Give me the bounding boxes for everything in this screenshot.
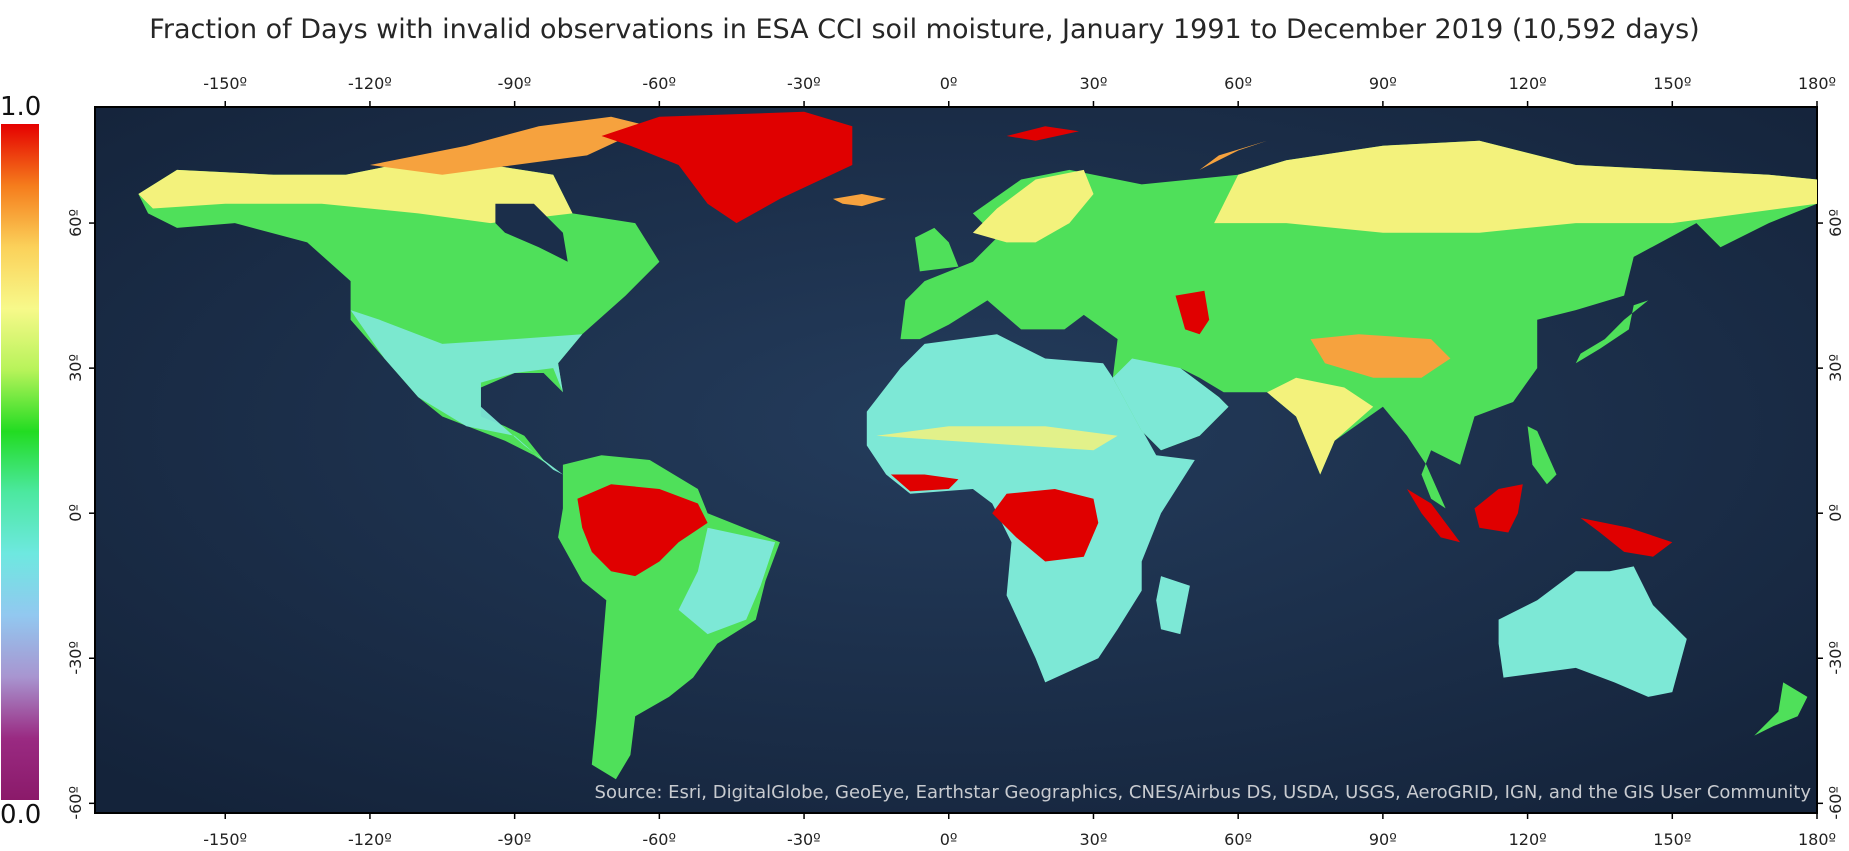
- west-africa-forest: [890, 474, 959, 492]
- tibet: [1310, 334, 1451, 378]
- new-guinea: [1580, 518, 1673, 557]
- caspian: [1175, 290, 1210, 335]
- right-lat-label: -60º: [1826, 786, 1845, 820]
- bottom-lon-label: 90º: [1368, 830, 1397, 849]
- bottom-lon-label: 0º: [939, 830, 958, 849]
- top-lon-label: -120º: [347, 74, 392, 93]
- bottom-lon-label: 180º: [1798, 830, 1837, 849]
- top-lon-label: 90º: [1368, 74, 1397, 93]
- bottom-lon-label: 150º: [1653, 830, 1692, 849]
- left-lat-label: 60º: [66, 209, 85, 237]
- iceland: [833, 194, 887, 207]
- top-lon-label: 60º: [1224, 74, 1253, 93]
- left-lat-label: 0º: [66, 504, 85, 522]
- colorbar: [1, 124, 39, 800]
- top-lon-label: 150º: [1653, 74, 1692, 93]
- central-africa: [992, 489, 1099, 562]
- top-lon-label: -30º: [787, 74, 821, 93]
- map-title: Fraction of Days with invalid observatio…: [149, 14, 1700, 45]
- south-america-east: [678, 527, 776, 635]
- madagascar: [1156, 576, 1190, 635]
- hudson-bay: [495, 203, 568, 262]
- uk: [915, 227, 959, 272]
- right-lat-label: 0º: [1826, 504, 1845, 522]
- left-lat-label: 30º: [66, 354, 85, 383]
- amazon: [577, 484, 708, 577]
- eurasia: [900, 140, 1817, 509]
- scandinavia: [972, 169, 1094, 243]
- colorbar-min-label: 0.0: [0, 800, 42, 830]
- arabia: [1112, 358, 1229, 451]
- axis-ticks: [89, 101, 1823, 819]
- siberia: [1214, 140, 1817, 233]
- bottom-lon-label: -150º: [203, 830, 248, 849]
- new-zealand: [1754, 682, 1808, 736]
- top-lon-label: 180º: [1798, 74, 1837, 93]
- north-america-arctic: [138, 160, 573, 224]
- bottom-lon-label: 30º: [1079, 830, 1108, 849]
- canadian-archipelago: [369, 116, 650, 175]
- sahel: [876, 426, 1118, 451]
- bottom-lon-label: 120º: [1508, 830, 1547, 849]
- top-lon-label: 30º: [1079, 74, 1108, 93]
- sumatra: [1407, 489, 1461, 543]
- top-lon-label: -60º: [642, 74, 677, 93]
- japan: [1575, 300, 1649, 364]
- right-lat-label: 30º: [1826, 354, 1845, 383]
- top-lon-label: -90º: [497, 74, 532, 93]
- bottom-lon-label: 60º: [1224, 830, 1253, 849]
- colorbar-max-label: 1.0: [0, 92, 42, 122]
- top-lon-label: 120º: [1508, 74, 1547, 93]
- right-lat-label: -30º: [1826, 641, 1845, 675]
- svalbard: [1006, 126, 1079, 141]
- greenland: [601, 111, 853, 224]
- australia: [1498, 566, 1687, 697]
- philippines: [1527, 426, 1557, 485]
- bottom-lon-label: -90º: [497, 830, 532, 849]
- top-lon-label: 0º: [939, 74, 958, 93]
- india: [1267, 377, 1374, 475]
- bottom-lon-label: -120º: [347, 830, 392, 849]
- bottom-lon-label: -60º: [642, 830, 677, 849]
- right-lat-label: 60º: [1826, 209, 1845, 237]
- bottom-lon-label: -30º: [787, 830, 821, 849]
- north-america-south: [350, 310, 583, 475]
- land-layer: [138, 111, 1817, 780]
- source-attribution: Source: Esri, DigitalGlobe, GeoEye, Eart…: [594, 782, 1811, 803]
- left-lat-label: -60º: [66, 786, 85, 820]
- left-lat-label: -30º: [66, 641, 85, 675]
- borneo: [1474, 484, 1523, 533]
- top-lon-label: -150º: [203, 74, 248, 93]
